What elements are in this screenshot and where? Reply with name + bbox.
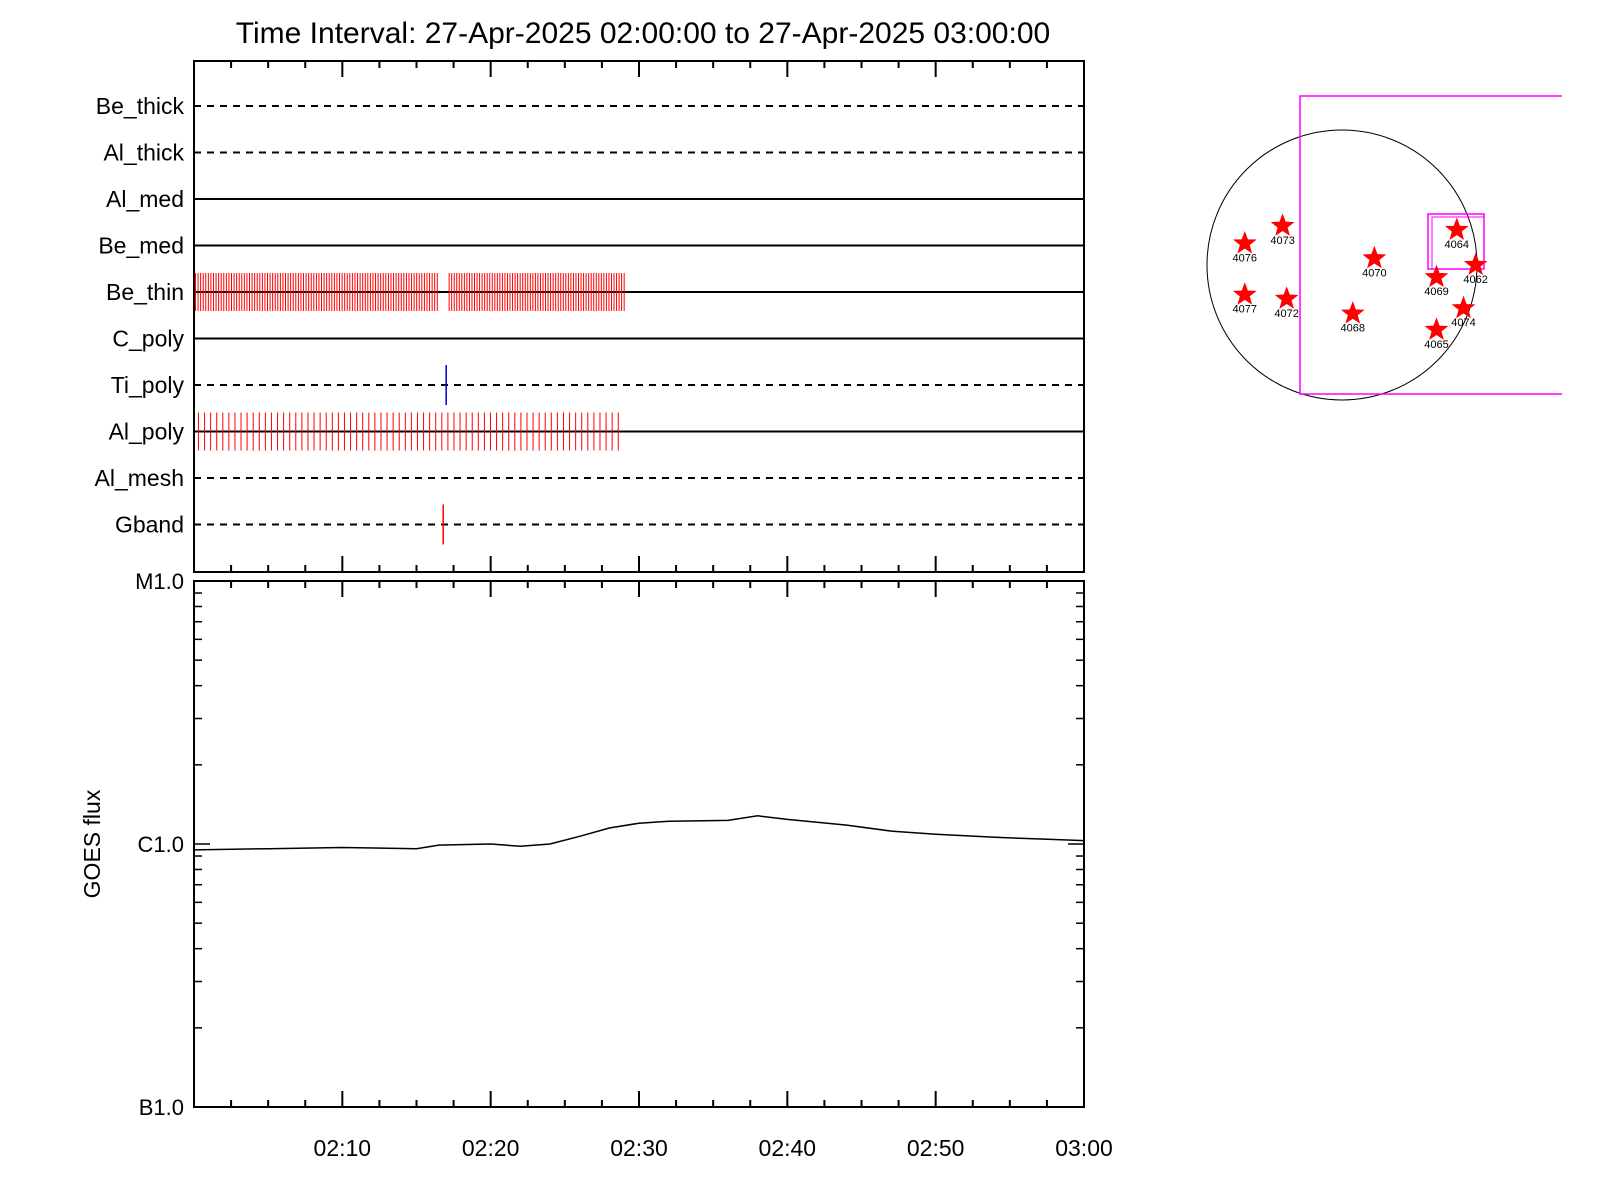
active-region-label: 4072 — [1274, 308, 1298, 320]
active-region-label: 4064 — [1445, 239, 1469, 251]
active-region-star-icon — [1424, 317, 1449, 340]
active-region-star-icon — [1424, 264, 1449, 288]
active-region-label: 4074 — [1451, 317, 1475, 329]
goes-flux-panel: 02:10 02:20 02:30 02:40 02:50 03:00 M1.0 C1.0 B1… — [79, 569, 1113, 1161]
filter-timeline-panel: Be_thick Al_thick Al_med Be_med Be_thin C_pol… — [95, 60, 1085, 573]
goes-frame — [193, 580, 1085, 1108]
goes-flux-line — [193, 815, 1085, 851]
active-region-label: 4062 — [1463, 274, 1487, 286]
timeline-row-label-ti_poly: Ti_poly — [111, 372, 185, 398]
timeline-row-label-al_mesh: Al_mesh — [95, 465, 184, 491]
active-region-label: 4076 — [1233, 252, 1257, 264]
chart-title: Time Interval: 27-Apr-2025 02:00:00 to 2… — [236, 17, 1050, 50]
timeline-row-label-be_thin: Be_thin — [106, 279, 184, 305]
timeline-row-label-be_med: Be_med — [98, 233, 184, 259]
timeline-row-label-al_med: Al_med — [106, 186, 184, 212]
active-region-star-icon — [1451, 295, 1476, 319]
active-region-label: 4068 — [1341, 323, 1365, 335]
goes-y-axis-label: GOES flux — [79, 789, 105, 898]
timeline-frame — [193, 60, 1085, 573]
active-region-star-icon — [1463, 252, 1488, 276]
goes-x-tick-label: 02:10 — [314, 1135, 372, 1161]
active-region-label: 4070 — [1362, 267, 1386, 279]
fov-box-small-inner — [1431, 216, 1485, 270]
goes-x-tick-label: 03:00 — [1055, 1135, 1113, 1161]
timeline-row-label-c_poly: C_poly — [112, 326, 184, 352]
active-region-star-icon — [1232, 230, 1257, 254]
goes-x-tick-label: 02:40 — [759, 1135, 817, 1161]
goes-y-tick-label: C1.0 — [138, 832, 184, 857]
timeline-row-label-be_thick: Be_thick — [96, 93, 185, 119]
active-region-star-icon — [1274, 286, 1299, 309]
active-region-star-icon — [1340, 301, 1365, 324]
goes-y-tick-label: B1.0 — [139, 1095, 184, 1120]
goes-x-tick-label: 02:50 — [907, 1135, 965, 1161]
fov-box-large — [1299, 95, 1562, 395]
active-region-star-icon — [1362, 245, 1387, 269]
active-region-label: 4073 — [1270, 235, 1294, 247]
active-region-label: 4069 — [1424, 286, 1448, 298]
timeline-row-label-al_thick: Al_thick — [103, 140, 184, 166]
goes-x-tick-label: 02:30 — [610, 1135, 668, 1161]
goes-y-tick-label: M1.0 — [135, 569, 184, 594]
timeline-row-label-gband: Gband — [115, 512, 184, 538]
active-region-star-icon — [1232, 282, 1257, 305]
active-region-star-icon — [1270, 213, 1295, 236]
active-region-label: 4077 — [1233, 304, 1257, 316]
solar-disk-map-panel: 4073 4076 4070 4064 4062 4069 4077 4072 4068 4074… — [1206, 95, 1562, 401]
goes-x-tick-label: 02:20 — [462, 1135, 520, 1161]
active-region-star-icon — [1444, 217, 1469, 240]
active-region-label: 4065 — [1424, 339, 1448, 351]
timeline-row-label-al_poly: Al_poly — [109, 419, 185, 445]
